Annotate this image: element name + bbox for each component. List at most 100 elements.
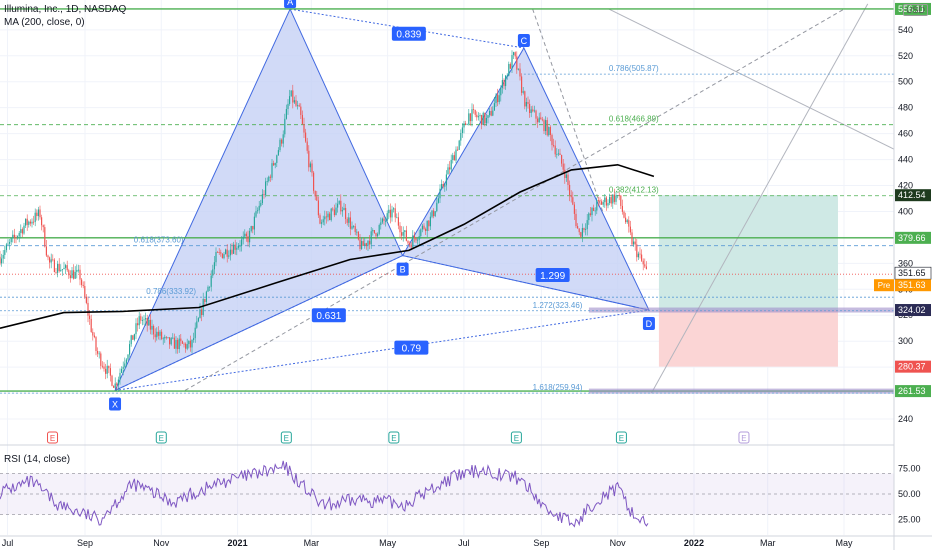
- candle-body: [9, 242, 11, 244]
- candle-body: [185, 343, 187, 349]
- ma-legend: MA (200, close, 0): [4, 17, 85, 28]
- candle-body: [602, 202, 604, 205]
- candle-body: [519, 68, 521, 77]
- entry-band: [588, 307, 894, 313]
- pattern-point-badge: [396, 262, 409, 276]
- x-tick-label: May: [379, 538, 397, 548]
- candle-body: [53, 259, 55, 273]
- fib-label: 0.786(505.87): [609, 64, 659, 73]
- pattern-point-badge: [109, 397, 122, 411]
- candle-body: [468, 113, 470, 125]
- candle-body: [559, 153, 561, 155]
- candle-body: [21, 229, 23, 234]
- candle-body: [244, 233, 246, 237]
- candle-body: [167, 337, 169, 339]
- candle-body: [207, 286, 209, 292]
- candle-body: [482, 112, 484, 125]
- candle-body: [290, 90, 292, 97]
- x-tick-label: May: [835, 538, 853, 548]
- candle-body: [305, 132, 307, 142]
- candle-body: [569, 184, 571, 195]
- candle-body: [509, 63, 511, 69]
- fib-label: 0.618(373.60): [134, 236, 184, 245]
- price-label-box: [895, 189, 931, 202]
- candle-body: [242, 236, 244, 240]
- pattern-point-label: D: [646, 319, 653, 329]
- candle-body: [26, 218, 28, 225]
- candle-body: [130, 335, 132, 345]
- fib-label: 1.272(323.46): [533, 301, 583, 310]
- pattern-point-label: B: [400, 265, 406, 275]
- candle-body: [175, 339, 177, 349]
- candle-body: [12, 234, 14, 239]
- earnings-marker-label: E: [159, 434, 164, 443]
- candle-body: [557, 153, 559, 155]
- candle-body: [1, 258, 3, 264]
- candle-body: [492, 110, 494, 116]
- x-tick-label: Nov: [153, 538, 170, 548]
- candle-body: [641, 254, 643, 261]
- candle-body: [589, 213, 591, 216]
- candle-body: [17, 236, 19, 238]
- candle-body: [412, 235, 414, 248]
- pattern-diagonal: [114, 309, 650, 391]
- candle-body: [215, 251, 217, 263]
- candle-body: [124, 363, 126, 367]
- candle-body: [581, 228, 583, 237]
- candle-body: [389, 209, 391, 218]
- candle-body: [421, 225, 423, 230]
- candle-body: [463, 123, 465, 128]
- candle-body: [327, 213, 329, 218]
- candle-body: [116, 383, 118, 386]
- candle-body: [301, 114, 303, 125]
- candle-body: [639, 253, 641, 255]
- candle-body: [245, 233, 247, 237]
- x-tick-label: Jul: [458, 538, 470, 548]
- candle-body: [298, 105, 300, 107]
- candle-body: [146, 318, 148, 326]
- candle-body: [277, 150, 279, 156]
- y-tick-label: 240: [898, 414, 913, 424]
- candle-body: [77, 269, 79, 271]
- candle-body: [465, 123, 467, 125]
- candle-body: [85, 296, 87, 303]
- candle-body: [399, 225, 401, 233]
- candle-body: [354, 226, 356, 233]
- candle-body: [348, 217, 350, 223]
- candle-body: [498, 95, 500, 103]
- candle-body: [266, 181, 268, 182]
- currency-button[interactable]: USD: [902, 4, 928, 16]
- pattern-xab: [114, 7, 404, 392]
- candle-body: [629, 226, 631, 233]
- x-tick-label: Sep: [77, 538, 93, 548]
- candle-body: [613, 194, 615, 202]
- candle-body: [97, 350, 99, 354]
- candle-body: [178, 338, 180, 350]
- candle-body: [297, 105, 299, 107]
- candle-body: [386, 213, 388, 221]
- pattern-point-badge: [284, 0, 297, 9]
- candle-body: [570, 194, 572, 198]
- candle-body: [324, 216, 326, 220]
- candle-body: [516, 56, 518, 70]
- target-zone: [658, 195, 838, 311]
- candle-body: [439, 188, 441, 199]
- candle-body: [586, 220, 588, 230]
- candle-body: [226, 249, 228, 257]
- candle-body: [159, 331, 161, 336]
- earnings-marker-label: E: [50, 434, 55, 443]
- candle-body: [610, 197, 612, 204]
- candle-body: [162, 338, 164, 340]
- y-tick-label: 440: [898, 155, 913, 165]
- candle-body: [353, 226, 355, 227]
- harmonic-pattern: [114, 3, 895, 394]
- candle-body: [293, 100, 295, 103]
- candle-body: [410, 244, 412, 248]
- ratio-label: 0.79: [402, 344, 422, 355]
- candle-body: [173, 337, 175, 349]
- price-label-text: 556.11: [898, 4, 925, 14]
- candle-body: [349, 217, 351, 229]
- candle-body: [367, 240, 369, 246]
- candle-body: [28, 221, 30, 225]
